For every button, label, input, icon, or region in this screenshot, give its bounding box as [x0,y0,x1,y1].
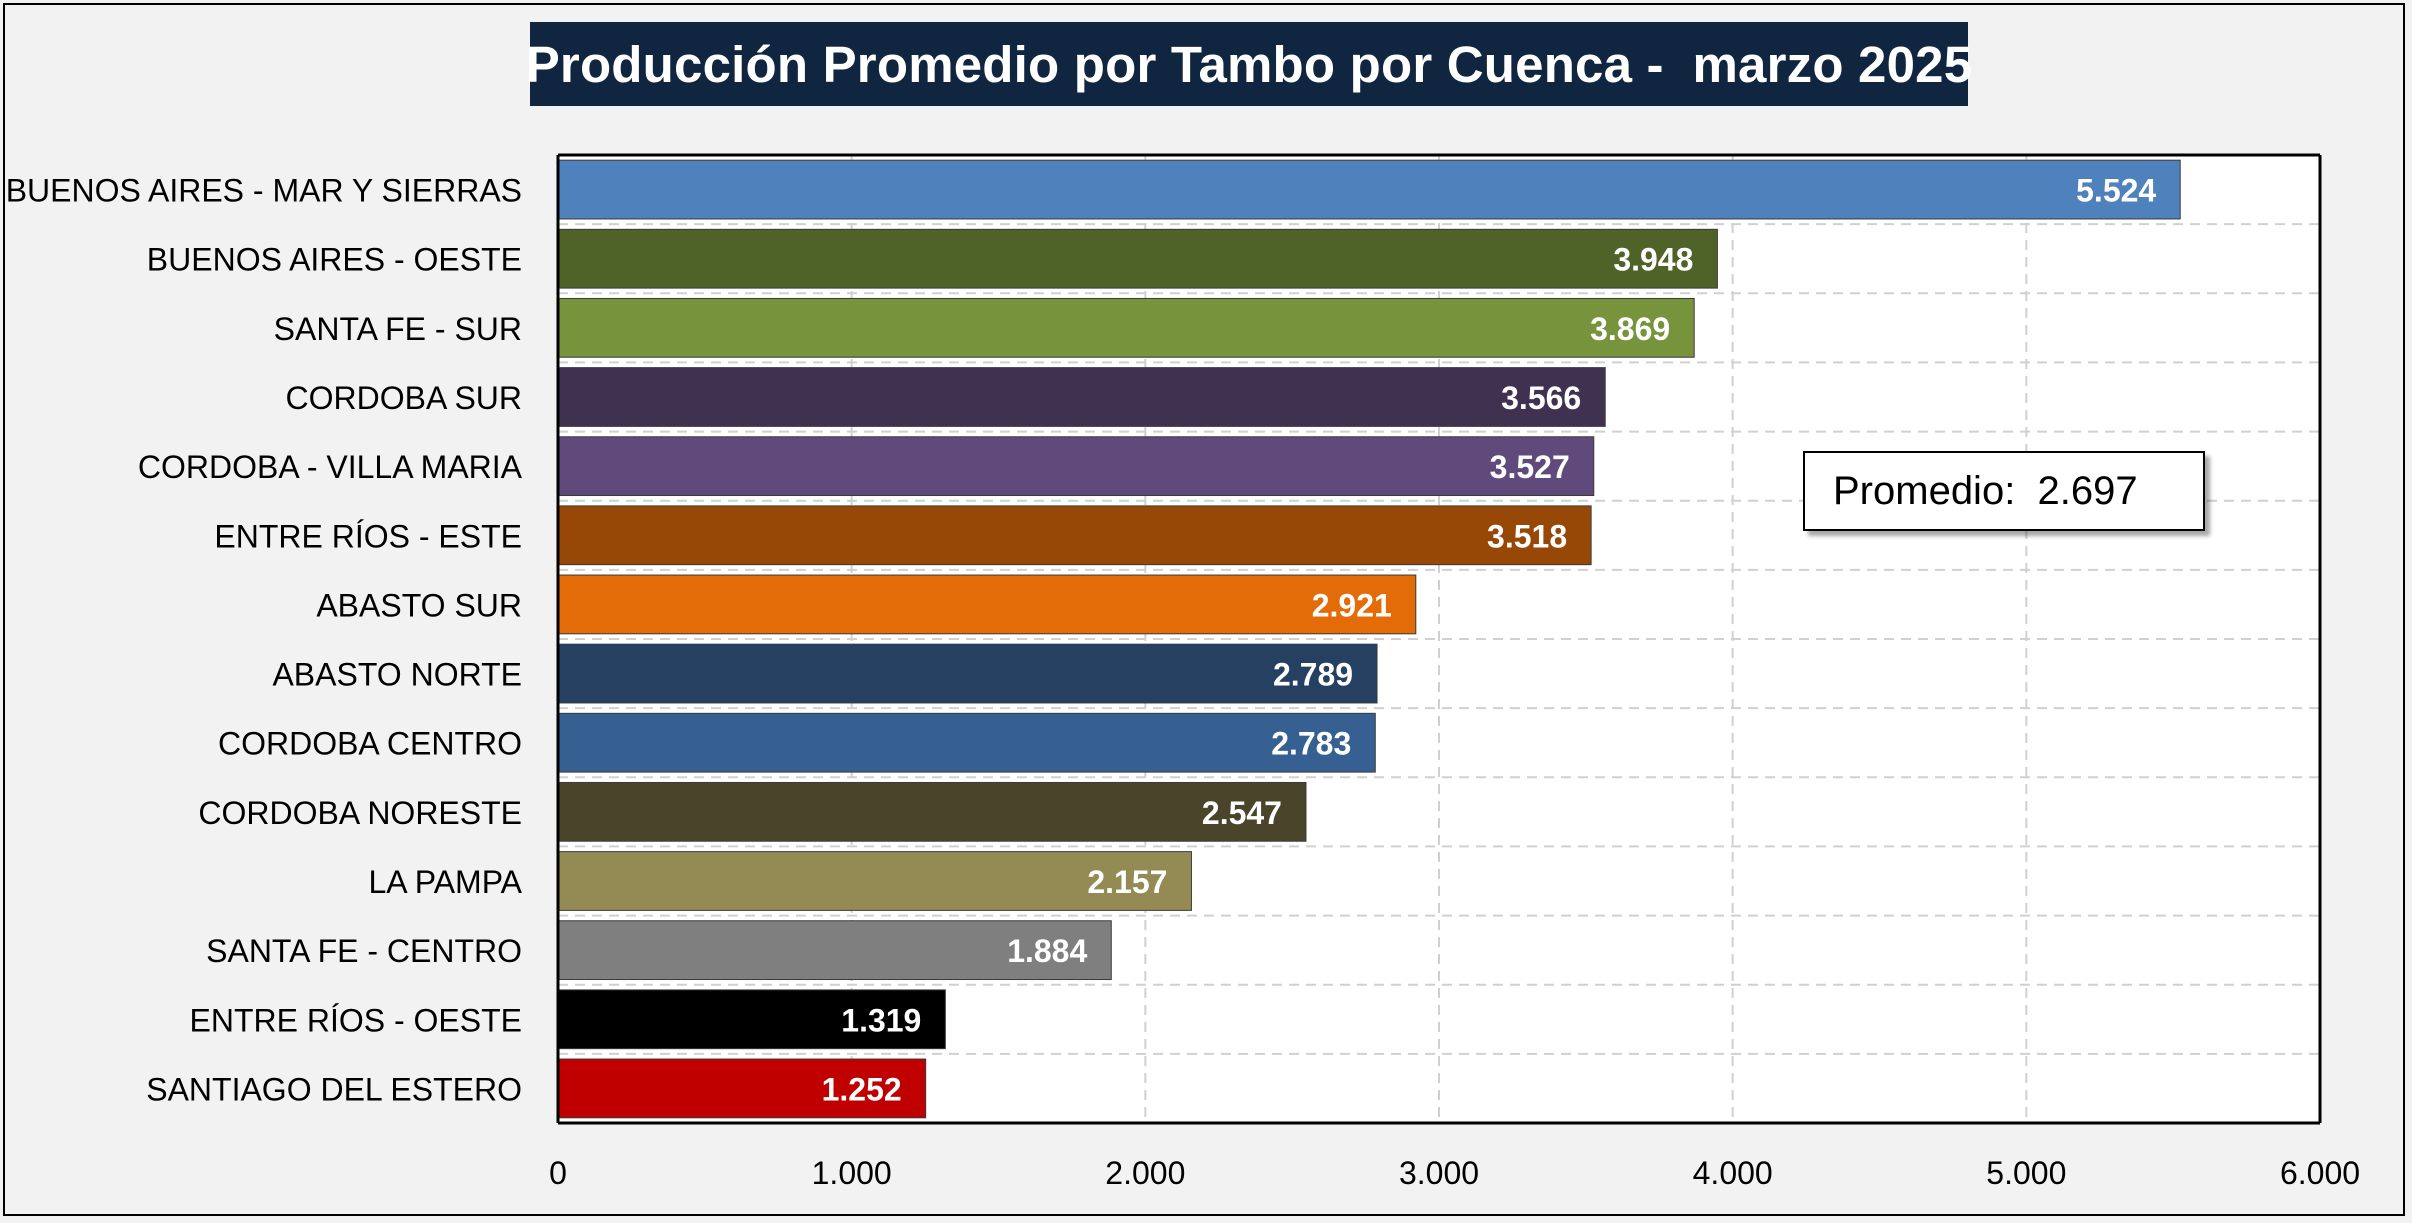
bar [557,851,1192,911]
category-label: ENTRE RÍOS - OESTE [190,1002,522,1038]
data-label: 3.869 [1590,311,1670,347]
category-label: BUENOS AIRES - OESTE [147,242,522,278]
data-label: 1.884 [1007,933,1087,969]
x-tick-label: 1.000 [812,1155,892,1191]
category-label: BUENOS AIRES - MAR Y SIERRAS [6,173,522,209]
bar [557,989,946,1050]
x-tick-label: 6.000 [2280,1155,2360,1191]
chart-title: Producción Promedio por Tambo por Cuenca… [526,22,1972,106]
bar [557,228,1718,289]
bar [557,159,2181,220]
bar [557,781,1307,842]
category-label: CORDOBA SUR [286,380,522,416]
bar [557,436,1595,497]
data-label: 3.948 [1613,242,1693,278]
data-label: 3.518 [1487,518,1567,554]
bar [557,643,1378,704]
data-label: 5.524 [2076,173,2156,209]
category-label: CORDOBA - VILLA MARIA [138,449,523,485]
bar [557,297,1695,358]
bar [557,574,1417,635]
category-label: SANTIAGO DEL ESTERO [146,1071,522,1107]
x-tick-label: 2.000 [1105,1155,1185,1191]
bar [557,505,1592,566]
data-label: 3.566 [1501,380,1581,416]
category-label: ABASTO SUR [316,587,522,623]
category-label: CORDOBA NORESTE [198,795,522,831]
category-label: SANTA FE - CENTRO [206,933,522,969]
data-label: 3.527 [1490,449,1570,485]
category-label: ENTRE RÍOS - ESTE [214,518,522,554]
data-label: 2.157 [1087,864,1167,900]
average-value: 2.697 [2037,468,2138,513]
category-label: ABASTO NORTE [272,657,522,693]
data-label: 1.252 [822,1071,902,1107]
x-tick-label: 3.000 [1399,1155,1479,1191]
data-label: 2.547 [1202,795,1282,831]
category-label: SANTA FE - SUR [274,311,522,347]
category-label: LA PAMPA [368,864,522,900]
x-tick-label: 0 [549,1155,567,1191]
category-label: CORDOBA CENTRO [218,726,522,762]
data-label: 2.789 [1273,657,1353,693]
data-label: 2.921 [1312,587,1392,623]
data-label: 1.319 [841,1002,921,1038]
data-label: 2.783 [1271,726,1351,762]
bar [557,1058,927,1119]
average-label: Promedio: [1833,468,2016,513]
x-tick-label: 4.000 [1693,1155,1773,1191]
x-tick-label: 5.000 [1986,1155,2066,1191]
bar [557,712,1376,773]
average-annotation: Promedio: 2.697 [1803,451,2205,531]
bar [557,367,1606,427]
bar [557,920,1112,981]
